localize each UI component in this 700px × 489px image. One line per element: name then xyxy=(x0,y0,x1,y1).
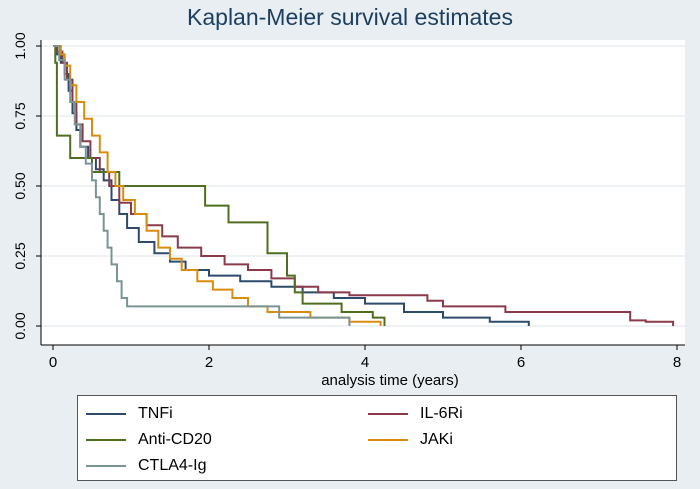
legend-swatch-il6ri xyxy=(368,413,408,415)
legend-item-anti-cd20: Anti-CD20 xyxy=(86,430,212,450)
x-tick-label: 0 xyxy=(49,354,57,371)
x-axis-label: analysis time (years) xyxy=(321,372,459,389)
km-plot: 0.00 0.25 0.50 0.75 1.00 0 2 4 6 8 analysis time … xyxy=(12,32,685,389)
legend-label-ctla4-ig: CTLA4-Ig xyxy=(138,457,207,474)
x-tick-label: 6 xyxy=(517,354,525,371)
y-tick-label: 0.00 xyxy=(12,312,28,339)
y-tick-label: 0.25 xyxy=(12,242,28,269)
legend-item-il6ri: IL-6Ri xyxy=(368,404,463,424)
legend-item-tnfi: TNFi xyxy=(86,404,173,424)
y-tick-label: 0.50 xyxy=(12,172,28,199)
legend-label-il6ri: IL-6Ri xyxy=(420,405,463,422)
legend-label-anti-cd20: Anti-CD20 xyxy=(138,431,212,448)
legend: TNFi IL-6Ri Anti-CD20 JAKi CTLA4-Ig xyxy=(77,395,677,481)
series-layer xyxy=(53,45,675,326)
axes: 0.00 0.25 0.50 0.75 1.00 0 2 4 6 8 xyxy=(12,32,685,371)
x-tick-label: 2 xyxy=(205,354,213,371)
legend-item-jaki: JAKi xyxy=(368,430,453,450)
legend-swatch-ctla4-ig xyxy=(86,465,126,467)
y-tick-label: 1.00 xyxy=(12,32,28,59)
legend-label-jaki: JAKi xyxy=(420,431,453,448)
x-tick-label: 4 xyxy=(361,354,369,371)
plot-area xyxy=(41,40,685,345)
legend-label-tnfi: TNFi xyxy=(138,405,173,422)
series-line-ctla4-ig xyxy=(53,45,351,326)
x-tick-label: 8 xyxy=(673,354,681,371)
y-tick-label: 0.75 xyxy=(12,102,28,129)
legend-swatch-jaki xyxy=(368,439,408,441)
chart-title: Kaplan-Meier survival estimates xyxy=(187,4,513,30)
series-line-anti-cd20 xyxy=(53,45,386,326)
legend-swatch-tnfi xyxy=(86,413,126,415)
legend-item-ctla4-ig: CTLA4-Ig xyxy=(86,456,206,476)
legend-swatch-anti-cd20 xyxy=(86,439,126,441)
